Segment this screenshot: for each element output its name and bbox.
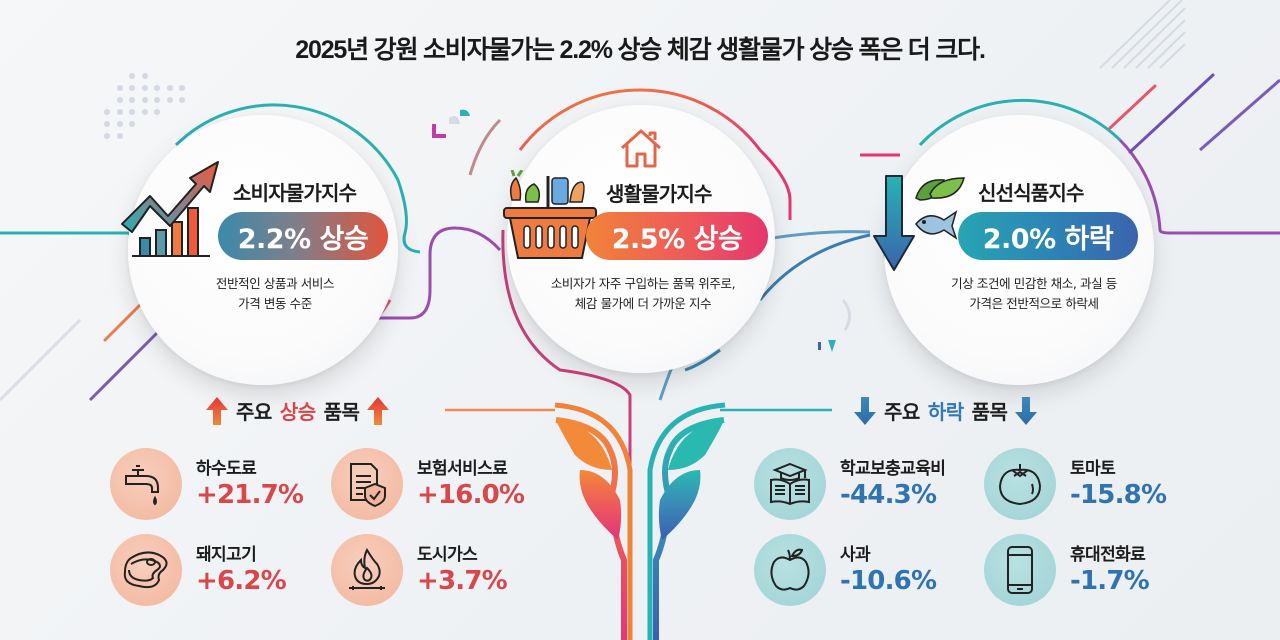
falling-item: 휴대전화료 -1.7% bbox=[984, 534, 1150, 606]
cpi-desc-line2: 가격 변동 수준 bbox=[238, 296, 312, 311]
fresh-food-desc-line2: 가격은 전반적으로 하락세 bbox=[969, 296, 1099, 311]
falling-heading-suffix: 품목 bbox=[971, 400, 1008, 424]
faucet-icon bbox=[110, 448, 182, 520]
house-icon bbox=[620, 129, 662, 168]
item-value: +16.0% bbox=[417, 480, 525, 510]
falling-heading-prefix: 주요 bbox=[884, 400, 920, 424]
item-name: 보험서비스료 bbox=[417, 459, 508, 479]
cpi-desc-line1: 전반적인 상품과 서비스 bbox=[215, 276, 335, 291]
item-name: 휴대전화료 bbox=[1070, 545, 1146, 565]
item-name: 도시가스 bbox=[417, 545, 478, 565]
living-cpi-badge: 2.5% 상승 bbox=[586, 212, 768, 260]
item-value: -1.7% bbox=[1070, 566, 1150, 596]
page-title: 2025년 강원 소비자물가는 2.2% 상승 체감 생활물가 상승 폭은 더 … bbox=[295, 36, 986, 64]
down-arrow-icon bbox=[1015, 396, 1038, 425]
grocery-basket-icon bbox=[503, 170, 597, 259]
education-book-icon bbox=[754, 448, 826, 520]
rising-item: 하수도료 +21.7% bbox=[110, 448, 304, 520]
fresh-food-badge: 2.0% 하락 bbox=[958, 212, 1138, 260]
meat-icon bbox=[110, 534, 182, 606]
rising-item: 보험서비스료 +16.0% bbox=[331, 448, 525, 520]
fresh-food-desc-line1: 기상 조건에 민감한 채소, 과실 등 bbox=[951, 276, 1117, 291]
tomato-icon bbox=[984, 448, 1056, 520]
falling-item: 토마토 -15.8% bbox=[984, 448, 1167, 520]
living-cpi-description: 소비자가 자주 구입하는 품목 위주로, 체감 물가에 더 가까운 지수 bbox=[518, 274, 768, 314]
fresh-food-description: 기상 조건에 민감한 채소, 과실 등 가격은 전반적으로 하락세 bbox=[924, 274, 1144, 314]
gas-flame-icon bbox=[331, 534, 403, 606]
item-value: -10.6% bbox=[840, 566, 937, 596]
rising-heading-prefix: 주요 bbox=[236, 400, 272, 424]
rising-heading-suffix: 품목 bbox=[323, 400, 360, 424]
falling-item: 사과 -10.6% bbox=[754, 534, 937, 606]
living-cpi-desc-line2: 체감 물가에 더 가까운 지수 bbox=[574, 296, 712, 311]
apple-icon bbox=[754, 534, 826, 606]
item-value: +3.7% bbox=[417, 566, 508, 596]
cpi-title: 소비자물가지수 bbox=[233, 181, 357, 205]
cpi-description: 전반적인 상품과 서비스 가격 변동 수준 bbox=[180, 274, 370, 314]
rising-item: 돼지고기 +6.2% bbox=[110, 534, 287, 606]
rising-item: 도시가스 +3.7% bbox=[331, 534, 508, 606]
down-arrow-icon bbox=[854, 396, 876, 425]
fresh-food-title: 신선식품지수 bbox=[978, 181, 1084, 205]
falling-heading-highlight: 하락 bbox=[927, 400, 964, 424]
cpi-badge: 2.2% 상승 bbox=[218, 212, 388, 260]
item-name: 사과 bbox=[840, 545, 871, 565]
item-value: -15.8% bbox=[1070, 480, 1167, 510]
rising-heading-highlight: 상승 bbox=[279, 400, 316, 424]
insurance-document-icon bbox=[331, 448, 403, 520]
living-cpi-title: 생활물가지수 bbox=[606, 182, 712, 206]
falling-items-heading: 주요 하락 품목 bbox=[854, 396, 1038, 425]
item-name: 하수도료 bbox=[196, 459, 257, 479]
item-name: 돼지고기 bbox=[196, 545, 257, 565]
item-value: +6.2% bbox=[196, 566, 287, 596]
mobile-phone-icon bbox=[984, 534, 1056, 606]
item-name: 토마토 bbox=[1070, 459, 1116, 479]
item-value: -44.3% bbox=[840, 480, 937, 510]
item-name: 학교보충교육비 bbox=[840, 459, 946, 479]
living-cpi-desc-line1: 소비자가 자주 구입하는 품목 위주로, bbox=[550, 276, 736, 291]
up-arrow-icon bbox=[206, 396, 228, 425]
falling-item: 학교보충교육비 -44.3% bbox=[754, 448, 946, 520]
rising-items-heading: 주요 상승 품목 bbox=[206, 396, 390, 425]
bar-chart-up-arrow-icon bbox=[121, 161, 219, 257]
up-arrow-icon bbox=[367, 396, 390, 425]
item-value: +21.7% bbox=[196, 480, 304, 510]
down-arrow-leaf-fish-icon bbox=[873, 175, 965, 271]
